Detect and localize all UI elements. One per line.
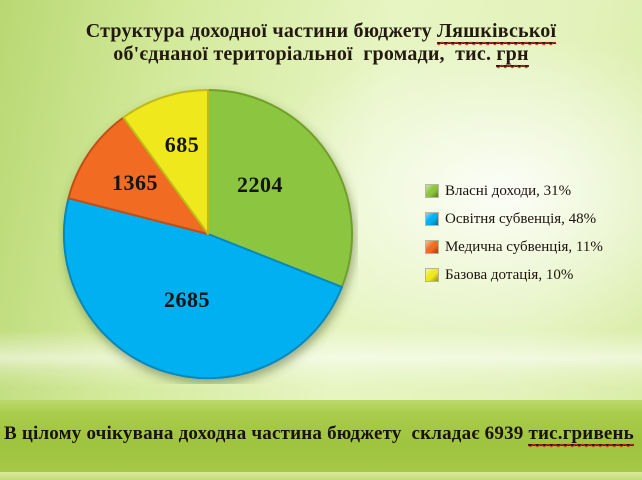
pie-label-vlasni-dokhody: 2204 <box>237 172 283 197</box>
footer-underlined-text: тис.гривень <box>528 423 634 444</box>
footer-bar: В цілому очікувана доходна частина бюдже… <box>0 400 642 472</box>
pie-slice-3 <box>67 116 209 235</box>
legend-item-osvitnia-subventsia: Освітня субвенція, 48% <box>425 210 603 227</box>
title-line1-underlined-word: Ляшківської <box>437 20 557 44</box>
legend-swatch-orange <box>425 240 439 254</box>
legend-item-medychna-subventsia: Медична субвенція, 11% <box>425 238 603 255</box>
pie-chart-svg <box>62 89 353 380</box>
chart-legend: Власні доходи, 31% Освітня субвенція, 48… <box>425 182 603 295</box>
slide-title: Структура доходної частини бюджету Ляшкі… <box>0 20 642 67</box>
pie-slices <box>62 89 353 380</box>
legend-swatch-yellow <box>425 268 439 282</box>
legend-label-bazova-dotatsia: Базова дотація, 10% <box>445 266 574 283</box>
title-line1-text: Структура доходної частини бюджету <box>85 20 438 42</box>
footer-bottom-strip <box>0 472 642 480</box>
pie-slice-2 <box>62 197 343 380</box>
pie-slice-1 <box>207 89 353 288</box>
title-line2-underlined-word: грн <box>496 43 529 67</box>
legend-label-medychna-subventsia: Медична субвенція, 11% <box>445 238 603 255</box>
pie-label-bazova-dotatsia: 685 <box>164 132 200 157</box>
pie-label-osvitnia-subventsia: 2685 <box>164 287 210 312</box>
title-line2-underlined-text: грн <box>496 43 529 65</box>
footer-text: В цілому очікувана доходна частина бюдже… <box>0 400 642 446</box>
pie-label-medychna-subventsia: 1365 <box>112 170 158 195</box>
title-line1-underlined-text: Ляшківської <box>437 20 557 42</box>
pie-slice-4 <box>122 89 209 235</box>
legend-item-bazova-dotatsia: Базова дотація, 10% <box>425 266 603 283</box>
legend-label-osvitnia-subventsia: Освітня субвенція, 48% <box>445 210 597 227</box>
legend-swatch-green <box>425 184 439 198</box>
legend-item-vlasni-dokhody: Власні доходи, 31% <box>425 182 603 199</box>
pie-chart: 2204 2685 1365 685 <box>58 84 358 384</box>
legend-swatch-blue <box>425 212 439 226</box>
title-line2-text: об'єднаної територіальної громади, тис. <box>113 43 497 65</box>
footer-underlined-word: тис.гривень <box>528 423 634 446</box>
footer-text-main: В цілому очікувана доходна частина бюдже… <box>4 423 529 444</box>
legend-label-vlasni-dokhody: Власні доходи, 31% <box>445 182 572 199</box>
